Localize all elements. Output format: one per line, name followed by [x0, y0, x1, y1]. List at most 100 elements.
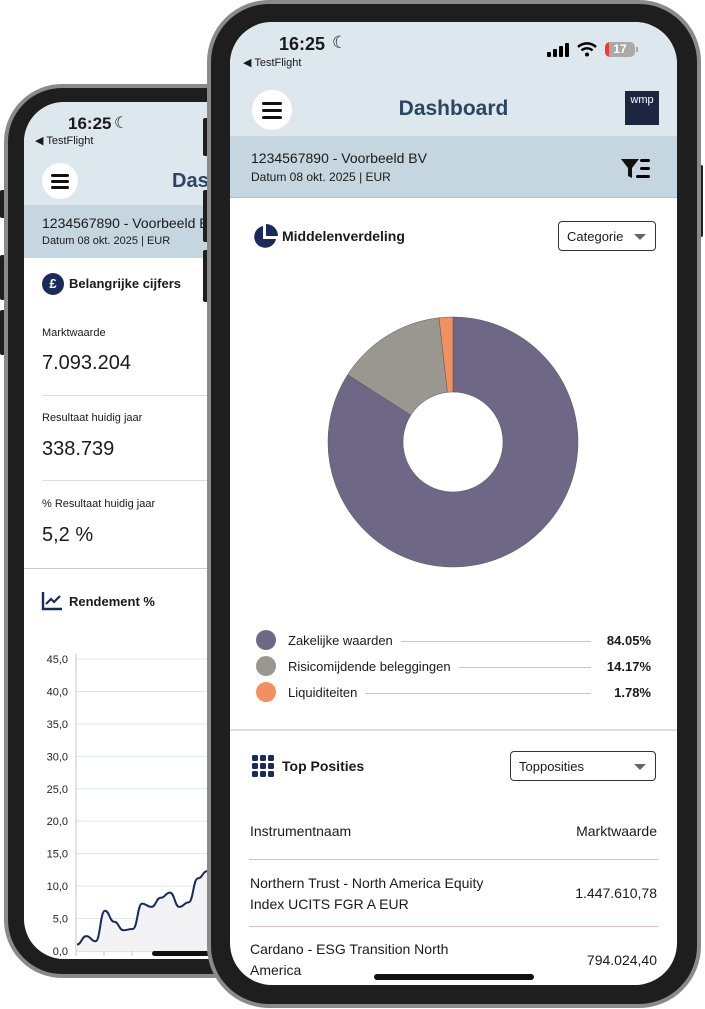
donut-slice[interactable]: [438, 316, 454, 393]
market-value: 794.024,40: [586, 952, 657, 968]
instrument-name-cont: Index UCITS FGR A EUR: [250, 896, 409, 912]
category-select[interactable]: Categorie: [558, 221, 656, 251]
back-arrow-icon: ◀: [35, 135, 44, 147]
front-phone-side-button: [203, 118, 209, 156]
legend-swatch: [256, 656, 276, 676]
section-divider: [230, 729, 677, 731]
back-to-testflight[interactable]: ◀ TestFlight: [243, 56, 301, 69]
logo-text: wmp: [630, 94, 654, 106]
instrument-name-cont: America: [250, 962, 302, 978]
figure-label: Marktwaarde: [42, 327, 106, 339]
figure-value: 5,2 %: [42, 524, 94, 546]
instrument-name: Cardano - ESG Transition North: [250, 941, 449, 957]
page-title: Dashboard: [398, 97, 509, 120]
grid-dots-icon: [252, 755, 274, 777]
moon-icon: ☾: [332, 33, 348, 52]
legend-value: 84.05%: [606, 633, 651, 648]
legend-swatch: [256, 682, 276, 702]
back-phone-volume-down: [0, 310, 5, 355]
status-time: 16:25: [279, 34, 326, 54]
legend-item[interactable]: Zakelijke waarden 84.05%: [230, 630, 677, 652]
legend-value: 1.78%: [614, 685, 651, 700]
cellular-signal-icon: [547, 43, 569, 57]
caret-down-icon: [634, 764, 646, 770]
rendement-line: [76, 870, 208, 946]
legend-label: Risicomijdende beleggingen: [288, 659, 451, 674]
battery-tip: [636, 47, 638, 52]
account-band[interactable]: [230, 136, 677, 197]
account-date: Datum 08 okt. 2025 | EUR: [251, 170, 391, 184]
wmp-logo[interactable]: wmp: [625, 91, 659, 125]
account-date: Datum 08 okt. 2025 | EUR: [42, 235, 171, 247]
back-app-label: TestFlight: [46, 135, 94, 147]
top-positions-select[interactable]: Topposities: [510, 751, 656, 781]
key-figures-title: Belangrijke cijfers: [69, 276, 181, 291]
legend-leader-line: [459, 667, 591, 668]
area-fill: [77, 871, 208, 951]
front-phone-screen: 16:25 ☾ ◀ TestFlight 17 Dashboard wmp 12…: [230, 22, 677, 985]
home-indicator: [374, 974, 534, 980]
select-value: Categorie: [567, 229, 624, 244]
figure-value: 338.739: [42, 438, 115, 460]
select-value: Topposities: [519, 759, 585, 774]
battery-level: 17: [613, 42, 627, 56]
column-header-name[interactable]: Instrumentnaam: [250, 823, 352, 839]
donut-slice[interactable]: [327, 316, 579, 568]
menu-button[interactable]: [42, 163, 78, 199]
header-divider: [230, 197, 677, 198]
y-tick-label: 35,0: [47, 719, 68, 731]
market-value: 1.447.610,78: [575, 885, 657, 901]
caret-down-icon: [634, 234, 646, 240]
legend-leader-line: [365, 693, 591, 694]
back-to-testflight[interactable]: ◀ TestFlight: [35, 134, 93, 147]
legend-label: Liquiditeiten: [288, 685, 358, 700]
front-phone-volume-down: [203, 250, 209, 302]
filter-list-icon[interactable]: [620, 157, 652, 181]
figure-value: 7.093.204: [42, 352, 131, 374]
pound-icon: £: [42, 273, 64, 295]
home-indicator: [152, 951, 212, 956]
front-phone-volume-up: [203, 190, 209, 242]
row-divider: [249, 859, 658, 860]
y-tick-label: 15,0: [47, 849, 68, 861]
allocation-donut-chart: [327, 316, 579, 568]
y-tick-label: 20,0: [47, 816, 68, 828]
y-tick-label: 0,0: [53, 946, 68, 958]
legend-swatch: [256, 630, 276, 650]
legend-item[interactable]: Risicomijdende beleggingen 14.17%: [230, 656, 677, 678]
y-tick-label: 10,0: [47, 881, 68, 893]
line-chart-icon: [41, 592, 62, 611]
back-phone-side-button: [0, 190, 5, 218]
pie-chart-icon: [254, 224, 278, 248]
legend-leader-line: [401, 641, 591, 642]
y-tick-label: 30,0: [47, 751, 68, 763]
legend-label: Zakelijke waarden: [288, 633, 393, 648]
column-header-value[interactable]: Marktwaarde: [576, 823, 657, 839]
top-positions-title: Top Posities: [282, 758, 365, 774]
back-app-label: TestFlight: [254, 57, 302, 69]
account-name: 1234567890 - Voorbeeld BV: [251, 150, 427, 166]
figure-label: % Resultaat huidig jaar: [42, 498, 156, 510]
back-phone-volume-up: [0, 255, 5, 300]
y-tick-label: 40,0: [47, 686, 68, 698]
rendement-title: Rendement %: [69, 594, 155, 609]
table-row[interactable]: Cardano - ESG Transition North America 7…: [230, 927, 677, 985]
legend-item[interactable]: Liquiditeiten 1.78%: [230, 682, 677, 704]
menu-button[interactable]: [252, 90, 292, 130]
legend-value: 14.17%: [606, 659, 651, 674]
back-arrow-icon: ◀: [243, 57, 252, 69]
y-tick-label: 25,0: [47, 784, 68, 796]
moon-icon: ☾: [114, 115, 129, 132]
account-name: 1234567890 - Voorbeeld BV: [42, 215, 218, 231]
wifi-icon: [577, 42, 597, 57]
allocation-title: Middelenverdeling: [282, 228, 405, 244]
status-time: 16:25: [68, 114, 112, 133]
figure-label: Resultaat huidig jaar: [42, 412, 143, 424]
row-divider: [249, 926, 658, 927]
table-row[interactable]: Northern Trust - North America Equity In…: [230, 860, 677, 926]
y-tick-label: 45,0: [47, 654, 68, 666]
front-header: [230, 22, 677, 136]
battery-icon: 17: [605, 42, 635, 57]
instrument-name: Northern Trust - North America Equity: [250, 875, 484, 891]
y-tick-label: 5,0: [53, 914, 68, 926]
